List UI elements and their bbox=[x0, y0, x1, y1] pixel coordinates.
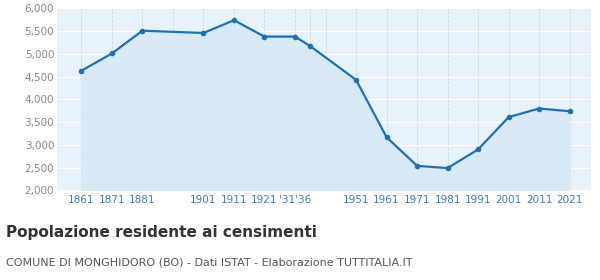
Point bbox=[107, 51, 117, 56]
Point bbox=[351, 78, 361, 82]
Point bbox=[229, 18, 239, 22]
Point bbox=[137, 29, 147, 33]
Point bbox=[535, 106, 544, 111]
Point bbox=[565, 109, 574, 113]
Point bbox=[77, 69, 86, 73]
Point bbox=[260, 34, 269, 39]
Point bbox=[412, 164, 422, 168]
Point bbox=[504, 115, 514, 119]
Point bbox=[382, 135, 391, 139]
Point bbox=[443, 166, 452, 170]
Point bbox=[290, 34, 300, 39]
Point bbox=[199, 31, 208, 35]
Point bbox=[305, 44, 315, 48]
Text: Popolazione residente ai censimenti: Popolazione residente ai censimenti bbox=[6, 225, 317, 241]
Point bbox=[473, 147, 483, 152]
Text: COMUNE DI MONGHIDORO (BO) - Dati ISTAT - Elaborazione TUTTITALIA.IT: COMUNE DI MONGHIDORO (BO) - Dati ISTAT -… bbox=[6, 258, 413, 268]
